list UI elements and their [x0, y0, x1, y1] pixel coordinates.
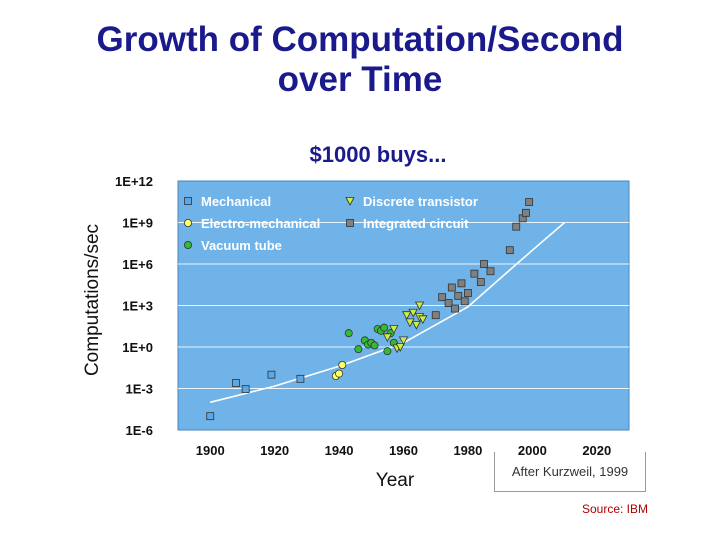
x-tick-label: 1960	[389, 443, 418, 458]
data-point-layer	[206, 198, 534, 421]
integrated-circuit-point	[480, 260, 488, 268]
legend-marker-discrete-transistor	[345, 197, 355, 206]
x-tick-label: 1900	[196, 443, 225, 458]
electro-mechanical-point	[338, 360, 347, 369]
integrated-circuit-point	[444, 299, 453, 307]
mechanical-point	[206, 412, 215, 421]
vacuum-tube-point	[344, 329, 353, 338]
y-tick-label: 1E+12	[115, 174, 153, 189]
integrated-circuit-point	[454, 291, 463, 300]
slide-title-line-2: over Time	[277, 60, 443, 100]
y-tick-label: 1E+6	[122, 257, 153, 272]
discrete-transistor-point	[408, 308, 418, 318]
vacuum-tube-point	[370, 341, 379, 350]
integrated-circuit-point	[476, 278, 485, 286]
x-axis-label: Year	[376, 470, 415, 491]
integrated-circuit-point	[438, 293, 447, 302]
mechanical-point	[241, 385, 250, 394]
legend-label-electro-mechanical: Electro-mechanical	[201, 216, 320, 231]
discrete-transistor-point	[389, 325, 399, 334]
discrete-transistor-point	[411, 320, 422, 330]
integrated-circuit-point	[447, 283, 456, 292]
integrated-circuit-point	[470, 269, 479, 278]
discrete-transistor-point	[382, 333, 393, 343]
legend-label-mechanical: Mechanical	[201, 194, 271, 209]
y-axis-label: Computations/sec	[82, 224, 103, 376]
discrete-transistor-point	[414, 301, 425, 311]
vacuum-tube-point	[354, 345, 363, 354]
axis-layer: 1E+12 1E+9 1E+6 1E+3 1E+0 1E-3 1E-6 1900 1920 194…	[115, 174, 611, 458]
x-tick-label: 2020	[582, 443, 611, 458]
discrete-transistor-point	[402, 311, 412, 321]
legend-label-integrated-circuit: Integrated circuit	[363, 216, 469, 231]
vacuum-tube-point	[383, 347, 392, 356]
legend-marker-electro-mechanical	[183, 218, 192, 227]
integrated-circuit-point	[464, 289, 472, 297]
legend-label-discrete-transistor: Discrete transistor	[363, 194, 478, 209]
integrated-circuit-point	[512, 222, 521, 231]
mechanical-point	[267, 370, 276, 379]
integrated-circuit-point	[486, 267, 495, 276]
discrete-transistor-point	[395, 343, 405, 352]
integrated-circuit-point	[451, 304, 459, 313]
mechanical-point	[232, 379, 240, 387]
integrated-circuit-point	[525, 198, 534, 206]
integrated-circuit-point	[431, 311, 440, 320]
legend-marker-integrated-circuit	[346, 219, 354, 227]
y-tick-label: 1E-3	[126, 382, 153, 397]
integrated-circuit-point	[505, 246, 514, 255]
legend-marker-vacuum-tube	[183, 240, 192, 249]
discrete-transistor-point	[405, 318, 415, 328]
x-tick-label: 1940	[325, 443, 354, 458]
source-note: Source: IBM	[581, 502, 648, 516]
legend-marker-mechanical	[184, 197, 192, 205]
mechanical-point	[296, 374, 305, 383]
legend-label-vacuum-tube: Vacuum tube	[201, 238, 282, 253]
integrated-circuit-point	[522, 208, 530, 217]
discrete-transistor-point	[398, 336, 409, 346]
x-tick-label: 1980	[453, 443, 482, 458]
integrated-circuit-point	[460, 297, 469, 306]
x-tick-label: 2000	[518, 443, 547, 458]
x-tick-label: 1920	[260, 443, 289, 458]
y-tick-label: 1E+3	[122, 299, 153, 314]
slide-title: Growth of Computation/Second over Time	[0, 20, 720, 101]
slide-title-line-1: Growth of Computation/Second	[96, 20, 624, 59]
integrated-circuit-point	[457, 279, 466, 288]
vacuum-tube-point	[380, 323, 389, 332]
y-tick-label: 1E-6	[126, 423, 153, 438]
legend: Mechanical Electro-mechanical Vacuum tube D…	[183, 194, 478, 253]
electro-mechanical-point	[335, 369, 344, 378]
y-tick-label: 1E+0	[122, 340, 153, 355]
discrete-transistor-point	[418, 315, 428, 325]
chart-subtitle: $1000 buys...	[310, 142, 447, 167]
grid-layer	[178, 222, 629, 389]
kurzweil-credit: After Kurzweil, 1999	[494, 452, 646, 492]
y-tick-label: 1E+9	[122, 216, 153, 231]
